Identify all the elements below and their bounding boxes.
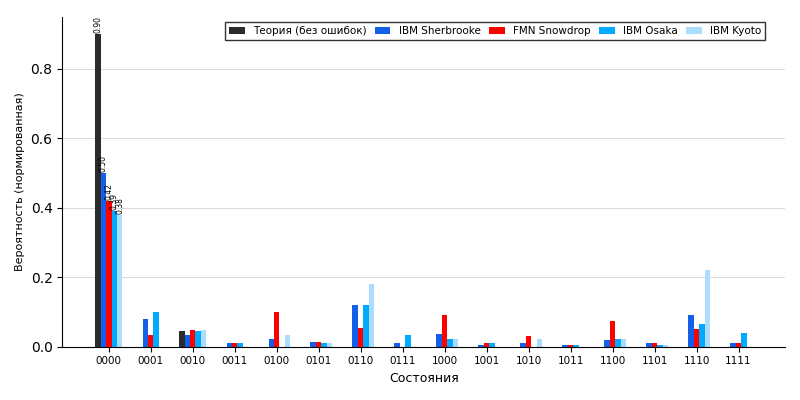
Bar xyxy=(658,345,662,347)
Bar xyxy=(537,339,542,347)
Bar xyxy=(238,342,243,347)
Bar xyxy=(574,345,578,347)
Bar xyxy=(442,316,447,347)
Bar xyxy=(353,305,358,347)
Bar xyxy=(117,215,122,347)
Bar xyxy=(662,345,668,347)
Bar xyxy=(615,339,621,347)
Bar xyxy=(101,173,106,347)
Bar xyxy=(699,324,705,347)
Bar xyxy=(521,343,526,347)
Bar xyxy=(437,334,442,347)
Bar xyxy=(478,345,484,347)
Bar xyxy=(621,339,626,347)
X-axis label: Состояния: Состояния xyxy=(389,372,458,385)
Bar xyxy=(358,328,363,347)
Bar xyxy=(179,331,185,347)
Bar xyxy=(310,342,316,347)
Bar xyxy=(406,334,411,347)
Text: 0.50: 0.50 xyxy=(99,155,108,172)
Bar xyxy=(705,270,710,347)
Bar xyxy=(316,342,322,347)
Bar xyxy=(447,339,453,347)
Bar xyxy=(363,305,369,347)
Bar xyxy=(394,342,400,347)
Bar xyxy=(490,342,494,347)
Bar xyxy=(453,339,458,347)
Bar xyxy=(226,342,232,347)
Bar xyxy=(484,342,490,347)
Bar xyxy=(111,211,117,347)
Bar xyxy=(568,345,574,347)
Y-axis label: Вероятность (нормированная): Вероятность (нормированная) xyxy=(15,92,25,271)
Bar xyxy=(562,345,568,347)
Bar xyxy=(646,343,652,347)
Bar xyxy=(185,334,190,347)
Bar xyxy=(190,330,195,347)
Bar xyxy=(652,343,658,347)
Text: 0.42: 0.42 xyxy=(104,183,114,200)
Bar xyxy=(526,336,531,347)
Bar xyxy=(142,319,148,347)
Text: 0.39: 0.39 xyxy=(110,193,118,210)
Bar xyxy=(95,34,101,347)
Bar xyxy=(154,312,159,347)
Bar xyxy=(369,284,374,347)
Bar xyxy=(610,321,615,347)
Bar xyxy=(730,342,736,347)
Bar xyxy=(322,342,327,347)
Bar xyxy=(148,335,154,347)
Bar xyxy=(232,342,238,347)
Bar xyxy=(736,343,742,347)
Bar xyxy=(106,201,111,347)
Bar xyxy=(327,343,332,347)
Bar xyxy=(604,340,610,347)
Bar xyxy=(269,339,274,347)
Bar xyxy=(201,330,206,347)
Bar xyxy=(274,312,279,347)
Text: 0.38: 0.38 xyxy=(115,197,124,214)
Bar xyxy=(742,333,746,347)
Bar xyxy=(285,335,290,347)
Text: 0.90: 0.90 xyxy=(94,16,102,33)
Legend: Теория (без ошибок), IBM Sherbrooke, FMN Snowdrop, IBM Osaka, IBM Kyoto: Теория (без ошибок), IBM Sherbrooke, FMN… xyxy=(225,22,766,40)
Bar xyxy=(694,329,699,347)
Bar xyxy=(195,331,201,347)
Bar xyxy=(688,316,694,347)
